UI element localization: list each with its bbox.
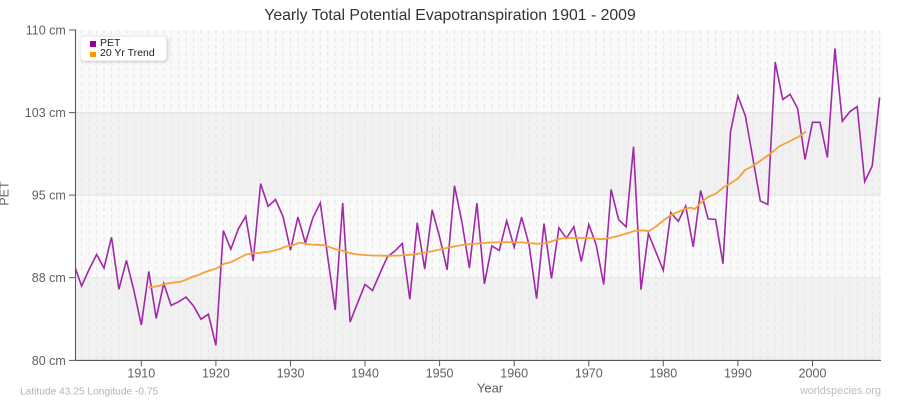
svg-text:1930: 1930 (277, 367, 305, 381)
svg-text:103 cm: 103 cm (25, 106, 66, 120)
svg-text:1960: 1960 (500, 367, 528, 381)
svg-text:Latitude 43.25 Longitude -0.75: Latitude 43.25 Longitude -0.75 (20, 387, 159, 398)
svg-text:95 cm: 95 cm (32, 189, 66, 203)
svg-text:1940: 1940 (351, 367, 379, 381)
svg-text:1990: 1990 (724, 367, 752, 381)
svg-text:1980: 1980 (649, 367, 677, 381)
svg-text:80 cm: 80 cm (32, 354, 66, 368)
svg-text:1920: 1920 (202, 367, 230, 381)
svg-text:1910: 1910 (127, 367, 155, 381)
svg-text:Year: Year (477, 381, 504, 396)
svg-text:1970: 1970 (575, 367, 603, 381)
svg-text:2000: 2000 (799, 367, 827, 381)
svg-text:88 cm: 88 cm (32, 271, 66, 285)
svg-text:1950: 1950 (426, 367, 454, 381)
svg-text:worldspecies.org: worldspecies.org (799, 385, 881, 397)
svg-text:PET: PET (0, 181, 12, 206)
svg-text:Yearly Total Potential Evapotr: Yearly Total Potential Evapotranspiratio… (264, 7, 636, 24)
svg-text:110 cm: 110 cm (26, 23, 66, 37)
